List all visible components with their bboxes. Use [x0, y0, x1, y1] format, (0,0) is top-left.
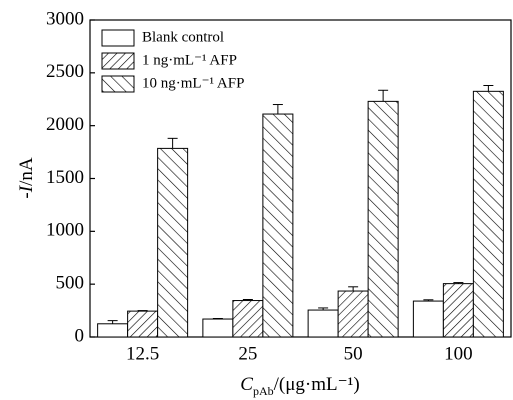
bar [472, 90, 504, 338]
y-tick-label: 500 [56, 273, 85, 294]
x-tick-label: 25 [238, 343, 257, 364]
x-tick-label: 50 [344, 343, 363, 364]
error-bar [212, 318, 223, 320]
x-axis-label: CpAb/(μg·mL⁻¹) [240, 374, 359, 397]
bar [307, 309, 339, 338]
bar [202, 318, 234, 338]
bar [262, 113, 294, 338]
y-axis-label: -I/nA [16, 157, 37, 198]
x-tick-label: 100 [444, 343, 473, 364]
bar [337, 290, 369, 338]
error-bar [378, 89, 389, 102]
error-bar [423, 299, 434, 302]
bar [127, 310, 159, 338]
legend-label: 10 ng·mL⁻¹ AFP [142, 75, 244, 91]
legend-label: 1 ng·mL⁻¹ AFP [142, 52, 237, 68]
y-tick-label: 2000 [46, 114, 84, 135]
error-bar [318, 307, 329, 311]
error-bar [242, 298, 253, 301]
y-tick-label: 1500 [46, 167, 84, 188]
bar [367, 100, 399, 338]
bar [97, 323, 129, 338]
y-tick-label: 1000 [46, 220, 84, 241]
bar [412, 300, 444, 338]
y-tick-label: 2500 [46, 61, 84, 82]
error-bar [107, 320, 118, 324]
error-bar [453, 282, 464, 284]
bar [232, 300, 264, 338]
legend-label: Blank control [142, 29, 224, 45]
legend-swatch [101, 29, 135, 47]
error-bar [272, 104, 283, 115]
error-bar [167, 137, 178, 149]
bar [442, 283, 474, 338]
legend-swatch [101, 75, 135, 93]
bar [157, 147, 189, 338]
y-tick-label: 0 [75, 325, 85, 346]
error-bar [483, 85, 494, 92]
legend-swatch [101, 52, 135, 70]
y-tick-label: 3000 [46, 8, 84, 29]
error-bar [348, 286, 359, 292]
error-bar [137, 310, 148, 312]
x-tick-label: 12.5 [126, 343, 159, 364]
